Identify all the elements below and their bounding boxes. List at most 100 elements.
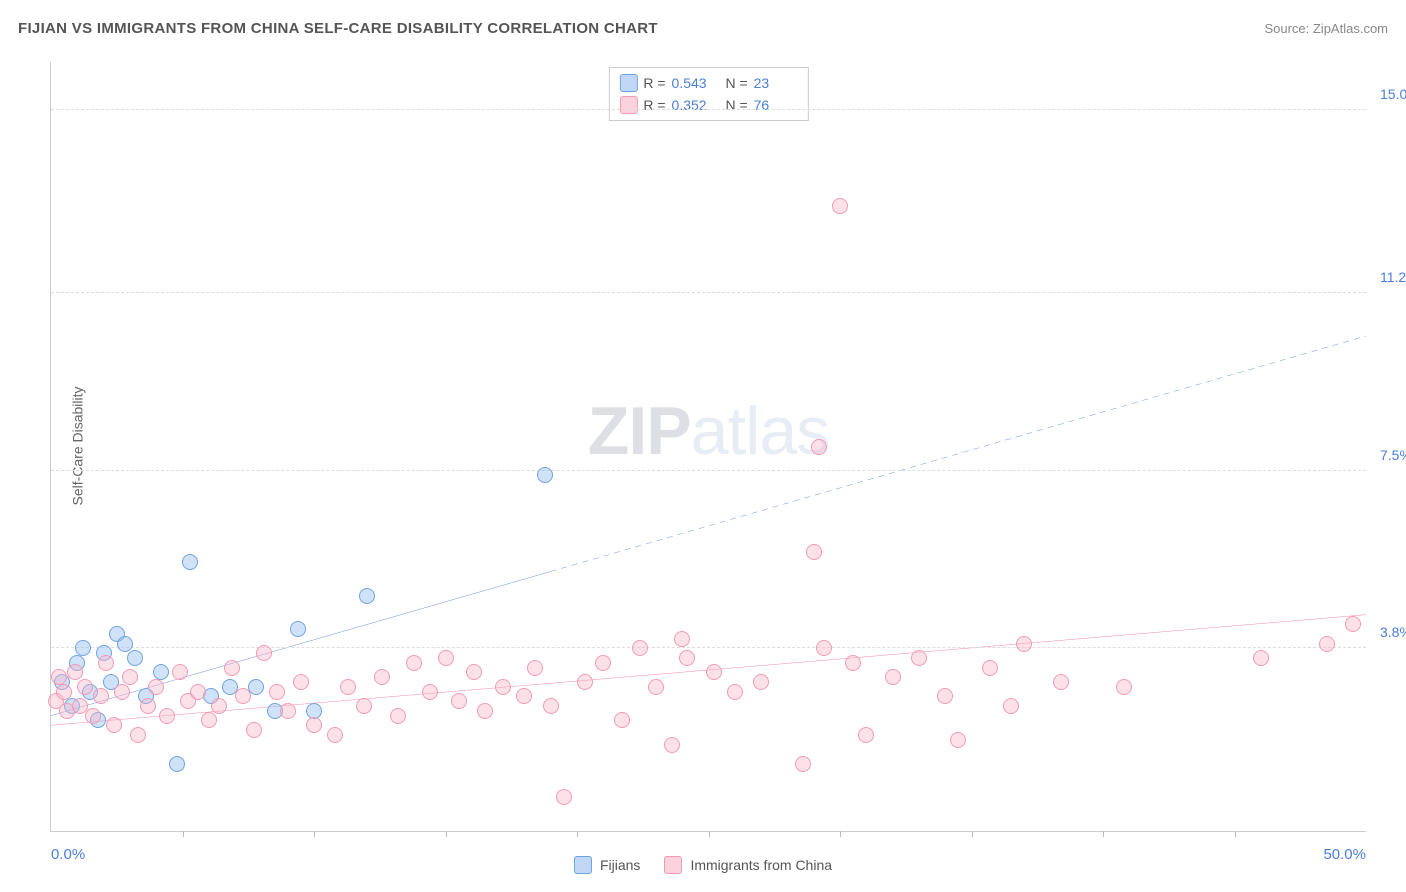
data-point — [327, 727, 343, 743]
x-axis-min-label: 0.0% — [51, 846, 85, 863]
data-point — [224, 660, 240, 676]
stat-n-label: N = — [722, 75, 748, 91]
x-tick — [446, 831, 447, 837]
trendline-extrapolated — [551, 336, 1366, 572]
data-point — [595, 655, 611, 671]
series-swatch — [619, 74, 637, 92]
data-point — [845, 655, 861, 671]
data-point — [438, 650, 454, 666]
data-point — [67, 664, 83, 680]
data-point — [130, 727, 146, 743]
gridline — [51, 292, 1366, 293]
data-point — [1116, 679, 1132, 695]
data-point — [806, 544, 822, 560]
stat-r-label: R = — [643, 75, 665, 91]
data-point — [1319, 636, 1335, 652]
x-tick — [183, 831, 184, 837]
data-point — [516, 688, 532, 704]
data-point — [477, 703, 493, 719]
trendlines-layer — [51, 62, 1366, 831]
stat-n-value: 23 — [754, 75, 798, 91]
stat-r-label: R = — [643, 97, 665, 113]
data-point — [1345, 616, 1361, 632]
data-point — [148, 679, 164, 695]
data-point — [290, 621, 306, 637]
stats-row: R = 0.352 N = 76 — [619, 94, 797, 116]
data-point — [127, 650, 143, 666]
x-tick — [1235, 831, 1236, 837]
data-point — [422, 684, 438, 700]
stat-n-label: N = — [722, 97, 748, 113]
series-swatch — [619, 96, 637, 114]
data-point — [556, 789, 572, 805]
data-point — [359, 588, 375, 604]
data-point — [201, 712, 217, 728]
x-axis-max-label: 50.0% — [1323, 846, 1366, 863]
data-point — [537, 467, 553, 483]
stats-row: R = 0.543 N = 23 — [619, 72, 797, 94]
legend-label: Immigrants from China — [690, 857, 832, 873]
x-tick — [840, 831, 841, 837]
x-tick — [1103, 831, 1104, 837]
data-point — [172, 664, 188, 680]
x-tick — [709, 831, 710, 837]
data-point — [140, 698, 156, 714]
data-point — [75, 640, 91, 656]
stat-r-value: 0.352 — [672, 97, 716, 113]
legend-swatch — [574, 856, 592, 874]
chart-title: FIJIAN VS IMMIGRANTS FROM CHINA SELF-CAR… — [18, 20, 658, 37]
data-point — [306, 717, 322, 733]
data-point — [340, 679, 356, 695]
data-point — [885, 669, 901, 685]
y-tick-label: 7.5% — [1370, 447, 1406, 463]
data-point — [706, 664, 722, 680]
data-point — [390, 708, 406, 724]
data-point — [1253, 650, 1269, 666]
stat-r-value: 0.543 — [672, 75, 716, 91]
data-point — [451, 693, 467, 709]
stat-n-value: 76 — [754, 97, 798, 113]
y-tick-label: 3.8% — [1370, 624, 1406, 640]
gridline — [51, 109, 1366, 110]
data-point — [169, 756, 185, 772]
data-point — [753, 674, 769, 690]
x-tick — [577, 831, 578, 837]
data-point — [858, 727, 874, 743]
data-point — [1003, 698, 1019, 714]
data-point — [982, 660, 998, 676]
data-point — [56, 684, 72, 700]
legend-item: Fijians — [574, 856, 640, 874]
data-point — [495, 679, 511, 695]
data-point — [527, 660, 543, 676]
gridline — [51, 647, 1366, 648]
x-tick — [972, 831, 973, 837]
data-point — [235, 688, 251, 704]
x-tick — [314, 831, 315, 837]
scatter-chart: ZIPatlas R =0.543 N =23R =0.352 N =76 0.… — [50, 62, 1366, 832]
legend: Fijians Immigrants from China — [574, 856, 832, 874]
data-point — [269, 684, 285, 700]
data-point — [159, 708, 175, 724]
y-tick-label: 15.0% — [1370, 86, 1406, 102]
data-point — [648, 679, 664, 695]
data-point — [256, 645, 272, 661]
legend-item: Immigrants from China — [664, 856, 832, 874]
data-point — [117, 636, 133, 652]
legend-label: Fijians — [600, 857, 640, 873]
data-point — [85, 708, 101, 724]
data-point — [811, 439, 827, 455]
data-point — [632, 640, 648, 656]
data-point — [93, 688, 109, 704]
data-point — [280, 703, 296, 719]
correlation-stats-box: R = 0.543 N = 23 R = 0.352 N = 76 — [608, 67, 808, 121]
data-point — [114, 684, 130, 700]
data-point — [674, 631, 690, 647]
data-point — [1053, 674, 1069, 690]
data-point — [577, 674, 593, 690]
data-point — [543, 698, 559, 714]
data-point — [727, 684, 743, 700]
data-point — [911, 650, 927, 666]
data-point — [679, 650, 695, 666]
data-point — [937, 688, 953, 704]
data-point — [293, 674, 309, 690]
